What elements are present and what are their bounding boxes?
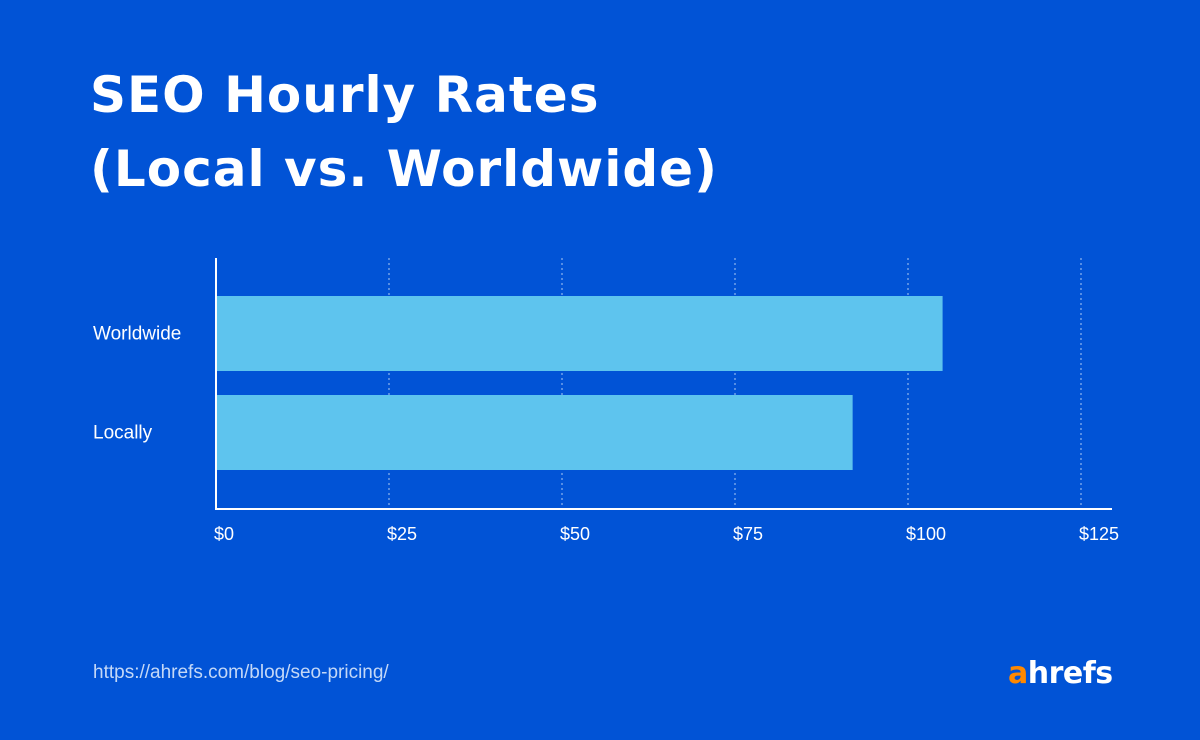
logo-accent-letter: a <box>1008 656 1028 691</box>
title-line-2: (Local vs. Worldwide) <box>90 140 718 198</box>
bar <box>216 395 853 470</box>
x-tick-label: $25 <box>387 524 417 544</box>
category-label: Worldwide <box>93 324 181 345</box>
category-label: Locally <box>93 423 153 444</box>
chart-title: SEO Hourly Rates (Local vs. Worldwide) <box>90 58 718 206</box>
bars <box>216 296 943 470</box>
title-line-1: SEO Hourly Rates <box>90 66 600 124</box>
ahrefs-logo: ahrefs <box>1008 656 1113 691</box>
axes <box>215 258 1112 510</box>
x-tick-label: $125 <box>1079 524 1119 544</box>
tick-labels: $0 $25 $50 $75 $100 $125 <box>214 524 1119 544</box>
x-tick-label: $100 <box>906 524 946 544</box>
grid-lines <box>388 258 1082 509</box>
x-tick-label: $75 <box>733 524 763 544</box>
bar <box>216 296 943 371</box>
category-labels: Worldwide Locally <box>93 324 181 444</box>
x-tick-label: $0 <box>214 524 234 544</box>
source-url: https://ahrefs.com/blog/seo-pricing/ <box>93 662 389 683</box>
x-tick-label: $50 <box>560 524 590 544</box>
logo-text: hrefs <box>1027 656 1113 691</box>
